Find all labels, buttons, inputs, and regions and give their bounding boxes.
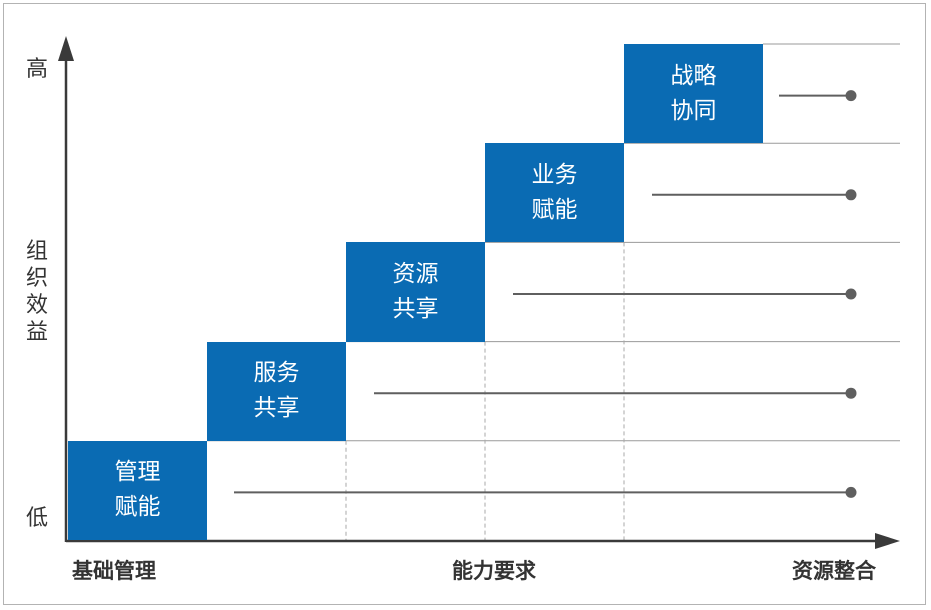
dashed-dividers (345, 242, 625, 540)
level-marker-dot (845, 90, 857, 102)
level-marker-dot (845, 387, 857, 399)
x-axis-label-left: 基础管理 (72, 559, 156, 583)
x-axis-label-right: 资源整合 (792, 559, 876, 583)
y-axis-title: 组织效益 (25, 239, 48, 345)
step-box-5: 战略 协同 (624, 44, 763, 144)
axes (58, 36, 900, 549)
step-label: 资源 共享 (392, 260, 439, 322)
step-box-3: 资源 共享 (346, 242, 485, 342)
x-axis-label-center: 能力要求 (452, 559, 536, 583)
y-axis-arrow-icon (58, 36, 74, 61)
step-box-2: 服务 共享 (207, 341, 346, 441)
step-label: 管理 赋能 (114, 459, 161, 521)
step-box-4: 业务 赋能 (485, 143, 624, 243)
step-box-1: 管理 赋能 (68, 440, 207, 540)
level-marker-dot (845, 288, 857, 300)
level-markers (234, 90, 857, 498)
step-label: 战略 协同 (670, 62, 717, 124)
diagram-frame (3, 3, 926, 605)
step-label: 服务 共享 (253, 360, 300, 422)
grid-lines (207, 43, 900, 442)
y-axis-high-label: 高 (25, 57, 48, 82)
level-marker-dot (845, 486, 857, 498)
level-marker-dot (845, 189, 857, 201)
y-axis-low-label: 低 (25, 506, 48, 531)
x-axis-arrow-icon (875, 533, 900, 549)
step-label: 业务 赋能 (531, 161, 578, 223)
